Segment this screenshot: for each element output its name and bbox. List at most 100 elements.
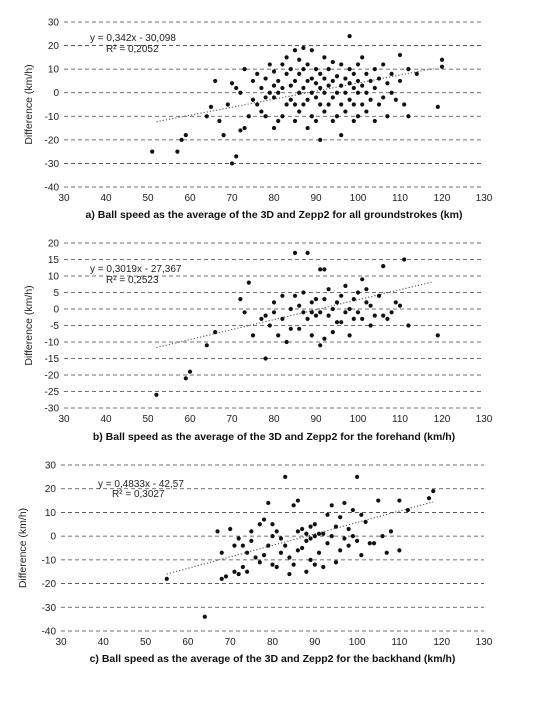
data-point [360, 102, 365, 107]
data-point [301, 290, 306, 295]
data-point [380, 534, 385, 539]
data-point [288, 306, 293, 312]
data-point [343, 76, 348, 81]
data-point [266, 543, 271, 548]
data-point [359, 512, 364, 517]
data-point [330, 330, 335, 335]
data-point [326, 313, 331, 318]
data-point [318, 310, 323, 315]
data-point [347, 34, 352, 39]
data-point [343, 109, 348, 114]
data-point [250, 333, 256, 338]
data-point [397, 548, 402, 553]
data-point [261, 553, 267, 558]
data-point [360, 277, 365, 282]
data-point [229, 161, 235, 166]
data-point [426, 496, 432, 501]
data-point [276, 333, 281, 338]
y-tick-label: -30 [45, 159, 60, 170]
data-point [245, 550, 250, 555]
y-tick-label: 10 [48, 272, 60, 283]
data-point [318, 343, 323, 348]
data-point [291, 503, 296, 508]
data-point [280, 85, 285, 91]
data-point [339, 320, 344, 325]
data-point [305, 316, 310, 321]
data-point [308, 536, 313, 541]
data-point [283, 543, 288, 548]
data-point [347, 81, 352, 86]
data-point [326, 102, 331, 107]
data-point [322, 109, 327, 114]
data-point [221, 133, 226, 138]
data-point [313, 118, 319, 124]
data-point [372, 67, 377, 72]
data-point [330, 95, 335, 100]
data-point [343, 90, 348, 95]
x-tick-label: 80 [268, 193, 280, 204]
data-point [215, 529, 220, 534]
data-point [288, 326, 293, 331]
data-point [288, 97, 293, 102]
x-tick-label: 80 [268, 414, 280, 425]
y-tick-label: 5 [53, 288, 59, 299]
trendline [156, 67, 434, 123]
data-point [154, 392, 159, 397]
data-point [278, 536, 284, 541]
data-point [346, 543, 351, 548]
data-point [347, 97, 352, 102]
data-point [179, 137, 184, 142]
panel-caption: a) Ball speed as the average of the 3D a… [86, 209, 463, 221]
data-point [164, 576, 169, 581]
data-point [240, 543, 245, 548]
data-point [406, 323, 411, 328]
x-tick-label: 100 [349, 637, 366, 648]
x-tick-label: 60 [182, 637, 194, 648]
data-point [360, 55, 365, 60]
data-point [267, 90, 272, 95]
data-point [313, 81, 319, 86]
data-point [364, 300, 369, 305]
y-tick-label: -20 [45, 371, 60, 382]
x-tick-label: 50 [140, 637, 152, 648]
data-point [326, 67, 331, 72]
data-point [259, 109, 264, 114]
data-point [261, 517, 267, 522]
data-point [245, 569, 250, 574]
x-tick-label: 30 [58, 414, 70, 425]
data-point [234, 154, 239, 159]
data-point [334, 74, 340, 79]
data-point [263, 95, 268, 100]
data-point [242, 125, 247, 131]
data-point [368, 78, 373, 84]
data-point [360, 83, 365, 88]
y-axis-label: Difference (km/h) [23, 64, 35, 144]
data-point [208, 104, 214, 109]
data-point [270, 522, 275, 527]
data-point [288, 67, 293, 72]
data-point [339, 83, 344, 88]
data-point [397, 303, 403, 308]
data-point [284, 71, 289, 76]
data-point [219, 576, 224, 581]
x-tick-label: 100 [350, 193, 367, 204]
data-point [295, 529, 300, 534]
data-point [368, 323, 373, 328]
data-point [257, 560, 262, 565]
x-tick-label: 90 [309, 637, 321, 648]
data-point [287, 571, 292, 577]
regression-equation: y = 0,4833x - 42,57 [98, 479, 184, 490]
data-point [295, 548, 300, 553]
x-tick-label: 80 [267, 637, 279, 648]
data-point [364, 90, 369, 95]
data-point [393, 97, 398, 102]
data-point [287, 555, 292, 560]
y-tick-label: 0 [53, 88, 59, 99]
data-point [271, 300, 277, 305]
data-point [283, 474, 288, 479]
r-squared: R² = 0,2052 [106, 44, 159, 55]
y-tick-label: -10 [45, 338, 60, 349]
data-point [388, 529, 394, 534]
